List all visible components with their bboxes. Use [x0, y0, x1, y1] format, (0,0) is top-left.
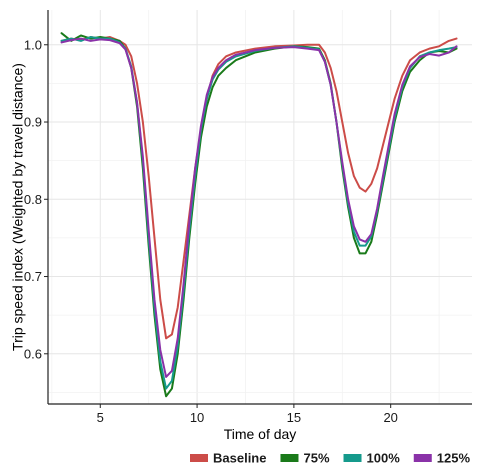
- y-tick-label: 0.6: [24, 346, 42, 361]
- series-line-baseline: [60, 36, 458, 340]
- legend-swatch: [413, 454, 432, 462]
- x-tick-label: 10: [190, 410, 204, 425]
- y-axis-title: Trip speed index (Weighted by travel dis…: [10, 63, 26, 351]
- legend-swatch: [190, 454, 208, 462]
- y-axis-ticks: 0.6 0.7 0.8 0.9 1.0: [24, 37, 48, 361]
- x-tick-label: 20: [383, 410, 397, 425]
- axes: [47, 10, 472, 405]
- series-line-125pct: [60, 37, 458, 378]
- legend-label: Baseline: [213, 451, 266, 466]
- legend: Baseline 75% 100% 125%: [190, 451, 470, 466]
- series-lines: [60, 32, 458, 398]
- x-tick-label: 5: [97, 410, 104, 425]
- y-tick-label: 0.9: [24, 115, 42, 130]
- legend-label: 100%: [367, 451, 401, 466]
- gridlines: [48, 10, 472, 404]
- legend-swatch: [280, 454, 299, 462]
- y-tick-label: 0.8: [24, 192, 42, 207]
- legend-label: 125%: [437, 451, 471, 466]
- y-tick-label: 1.0: [24, 37, 42, 52]
- x-tick-label: 15: [287, 410, 301, 425]
- legend-label: 75%: [303, 451, 329, 466]
- x-axis-ticks: 5 10 15 20: [97, 404, 398, 425]
- x-axis-title: Time of day: [224, 426, 297, 442]
- legend-swatch: [343, 454, 362, 462]
- y-tick-label: 0.7: [24, 269, 42, 284]
